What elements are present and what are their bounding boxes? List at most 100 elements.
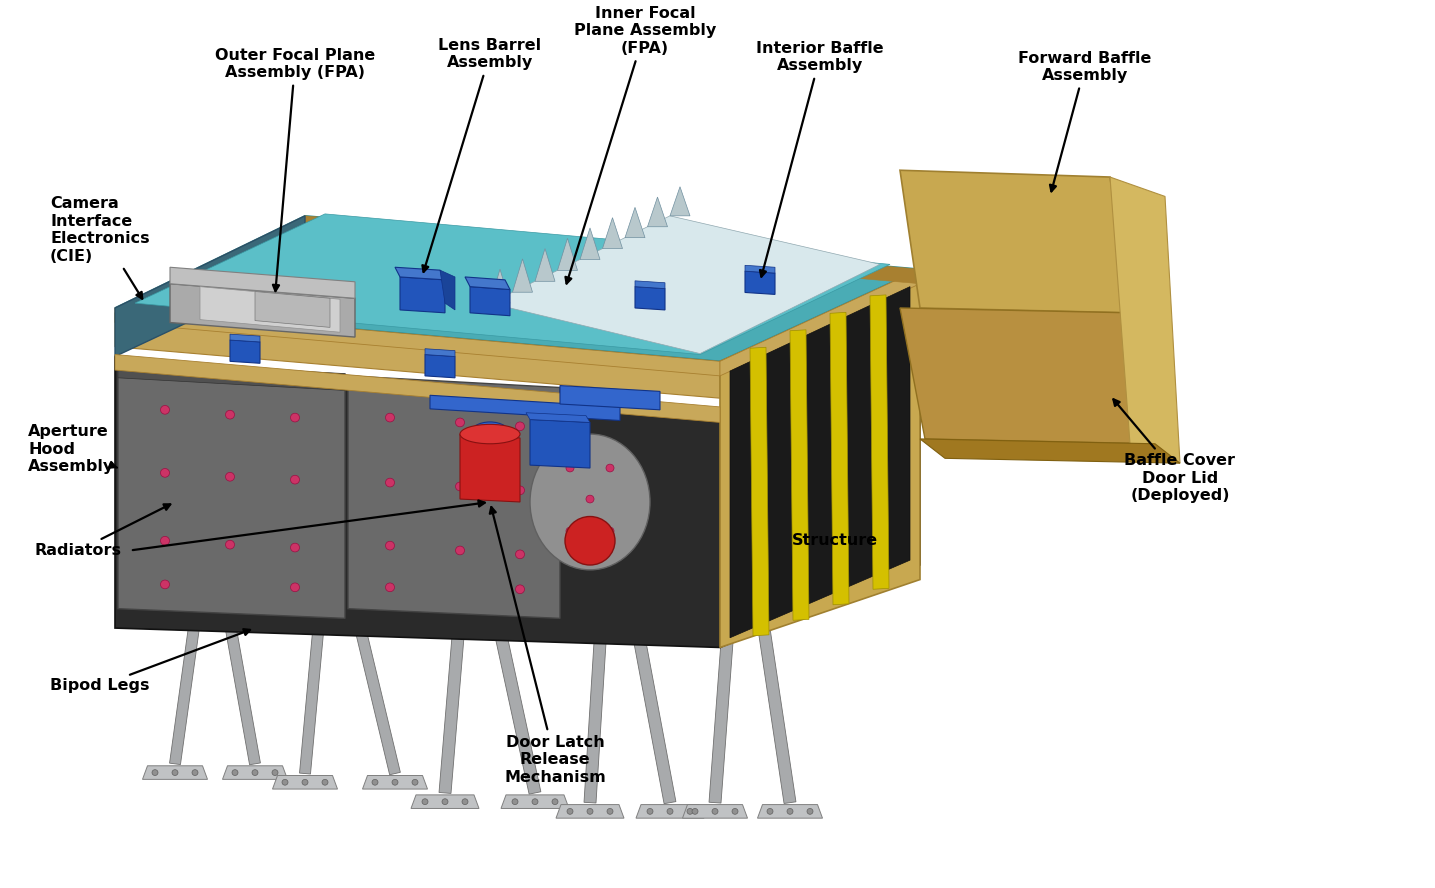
Circle shape xyxy=(283,780,288,785)
Polygon shape xyxy=(900,170,1129,313)
Polygon shape xyxy=(1111,177,1180,464)
Polygon shape xyxy=(115,216,920,361)
Polygon shape xyxy=(169,284,354,337)
Circle shape xyxy=(687,808,693,814)
Polygon shape xyxy=(758,805,822,818)
Polygon shape xyxy=(709,468,746,803)
Circle shape xyxy=(225,410,234,419)
Polygon shape xyxy=(425,354,455,377)
Circle shape xyxy=(515,585,525,593)
Polygon shape xyxy=(558,238,577,270)
Circle shape xyxy=(386,479,395,487)
Circle shape xyxy=(567,808,573,814)
Text: Radiators: Radiators xyxy=(34,504,171,558)
Polygon shape xyxy=(489,216,880,353)
Circle shape xyxy=(455,546,465,555)
Polygon shape xyxy=(222,765,287,780)
Polygon shape xyxy=(461,434,519,502)
Polygon shape xyxy=(115,354,720,423)
Circle shape xyxy=(806,808,814,814)
Circle shape xyxy=(786,808,794,814)
Circle shape xyxy=(386,583,395,591)
Polygon shape xyxy=(115,356,720,647)
Polygon shape xyxy=(900,308,1155,444)
Polygon shape xyxy=(115,216,306,356)
Circle shape xyxy=(455,482,465,491)
Text: Outer Focal Plane
Assembly (FPA): Outer Focal Plane Assembly (FPA) xyxy=(215,48,375,291)
Polygon shape xyxy=(306,216,920,284)
Polygon shape xyxy=(870,295,890,590)
Polygon shape xyxy=(670,186,690,216)
Polygon shape xyxy=(230,340,260,363)
Polygon shape xyxy=(118,361,344,391)
Polygon shape xyxy=(410,795,479,808)
Polygon shape xyxy=(829,313,850,605)
Polygon shape xyxy=(324,501,400,774)
Circle shape xyxy=(587,808,593,814)
Circle shape xyxy=(321,780,329,785)
Circle shape xyxy=(386,542,395,550)
Polygon shape xyxy=(464,491,541,794)
Polygon shape xyxy=(636,287,664,310)
Polygon shape xyxy=(604,481,676,804)
Circle shape xyxy=(552,799,558,805)
Polygon shape xyxy=(735,467,796,804)
Polygon shape xyxy=(560,385,660,410)
Polygon shape xyxy=(135,214,890,354)
Circle shape xyxy=(607,808,613,814)
Circle shape xyxy=(372,780,377,785)
Polygon shape xyxy=(791,329,809,621)
Circle shape xyxy=(232,770,238,775)
Polygon shape xyxy=(535,249,555,281)
Circle shape xyxy=(647,808,653,814)
Polygon shape xyxy=(465,277,509,289)
Polygon shape xyxy=(349,376,560,618)
Circle shape xyxy=(512,799,518,805)
Polygon shape xyxy=(439,492,476,793)
Polygon shape xyxy=(647,197,667,226)
Circle shape xyxy=(253,770,258,775)
Circle shape xyxy=(515,486,525,495)
Polygon shape xyxy=(115,313,720,398)
Circle shape xyxy=(392,780,397,785)
Circle shape xyxy=(565,464,574,472)
Circle shape xyxy=(532,799,538,805)
Polygon shape xyxy=(300,502,336,774)
Polygon shape xyxy=(273,775,337,789)
Text: Baffle Cover
Door Lid
(Deployed): Baffle Cover Door Lid (Deployed) xyxy=(1114,400,1236,503)
Polygon shape xyxy=(920,439,1180,464)
Circle shape xyxy=(161,406,169,414)
Polygon shape xyxy=(115,308,720,376)
Polygon shape xyxy=(363,775,428,789)
Circle shape xyxy=(565,527,574,535)
Ellipse shape xyxy=(471,422,509,446)
Text: Inner Focal
Plane Assembly
(FPA): Inner Focal Plane Assembly (FPA) xyxy=(565,6,716,283)
Circle shape xyxy=(161,580,169,589)
Circle shape xyxy=(290,413,300,422)
Circle shape xyxy=(692,808,697,814)
Polygon shape xyxy=(530,419,590,468)
Polygon shape xyxy=(169,511,215,765)
Circle shape xyxy=(732,808,738,814)
Polygon shape xyxy=(636,805,705,818)
Polygon shape xyxy=(115,216,306,322)
Text: Bipod Legs: Bipod Legs xyxy=(50,630,250,694)
Text: Lens Barrel
Assembly: Lens Barrel Assembly xyxy=(422,38,541,272)
Polygon shape xyxy=(751,347,769,636)
Circle shape xyxy=(172,770,178,775)
Polygon shape xyxy=(142,765,208,780)
Polygon shape xyxy=(205,511,260,765)
Polygon shape xyxy=(730,287,910,638)
Polygon shape xyxy=(603,218,623,249)
Circle shape xyxy=(667,808,673,814)
Circle shape xyxy=(585,496,594,503)
Polygon shape xyxy=(501,795,570,808)
Text: Forward Baffle
Assembly: Forward Baffle Assembly xyxy=(1019,51,1152,191)
Polygon shape xyxy=(400,277,445,313)
Circle shape xyxy=(515,422,525,431)
Circle shape xyxy=(225,472,234,481)
Circle shape xyxy=(606,527,614,535)
Circle shape xyxy=(462,799,468,805)
Circle shape xyxy=(386,413,395,422)
Polygon shape xyxy=(580,228,600,259)
